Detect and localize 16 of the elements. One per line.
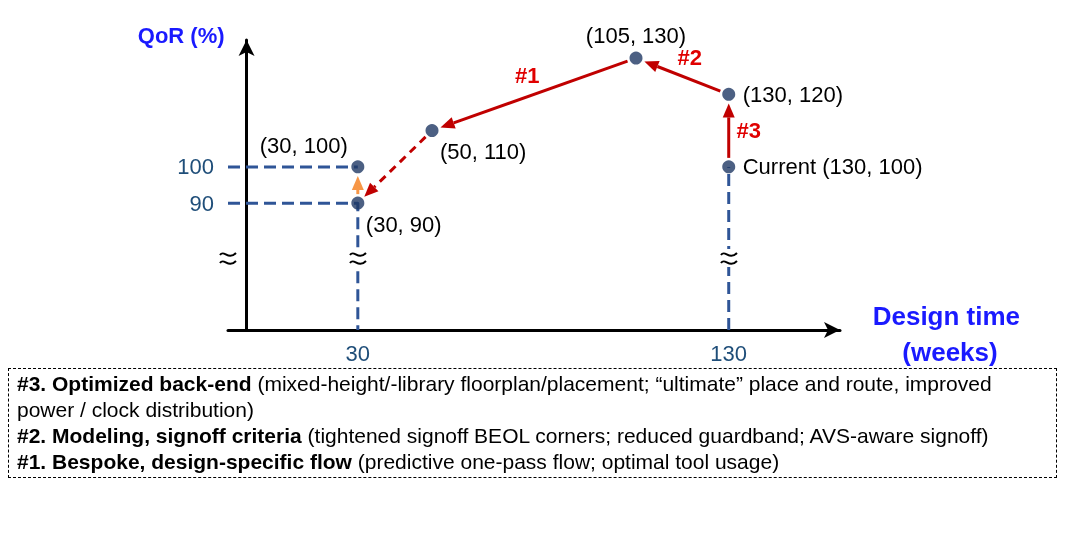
annotation: (30, 100) xyxy=(259,133,348,159)
x-axis-title: Design time (weeks) xyxy=(872,301,1028,367)
x-tick-label: 30 xyxy=(345,340,371,366)
y-tick-label: 90 xyxy=(189,190,214,216)
annotation: #1 xyxy=(515,63,540,89)
annotation: (30, 90) xyxy=(365,211,442,237)
x-tick-label: 130 xyxy=(710,340,748,366)
text: #3. Optimized back-end (mixed-height/-library floorplan/placement; “ultimate” place and route, improved power / clock distribution) xyxy=(17,371,993,423)
text: #1. Bespoke, design-specific flow (predictive one-pass flow; optimal tool usage) xyxy=(17,449,781,475)
annotation: (50, 110) xyxy=(440,139,527,165)
annotation: #3 xyxy=(736,118,761,144)
text: #2. Modeling, signoff criteria (tightened signoff BEOL corners; reduced guardband; AVS-aware signoff) xyxy=(17,423,990,449)
y-tick-label: 100 xyxy=(177,154,214,180)
annotation: (130, 120) xyxy=(742,81,844,107)
annotation: Current (130, 100) xyxy=(742,154,923,180)
y-axis-title: QoR (%) xyxy=(137,22,225,48)
